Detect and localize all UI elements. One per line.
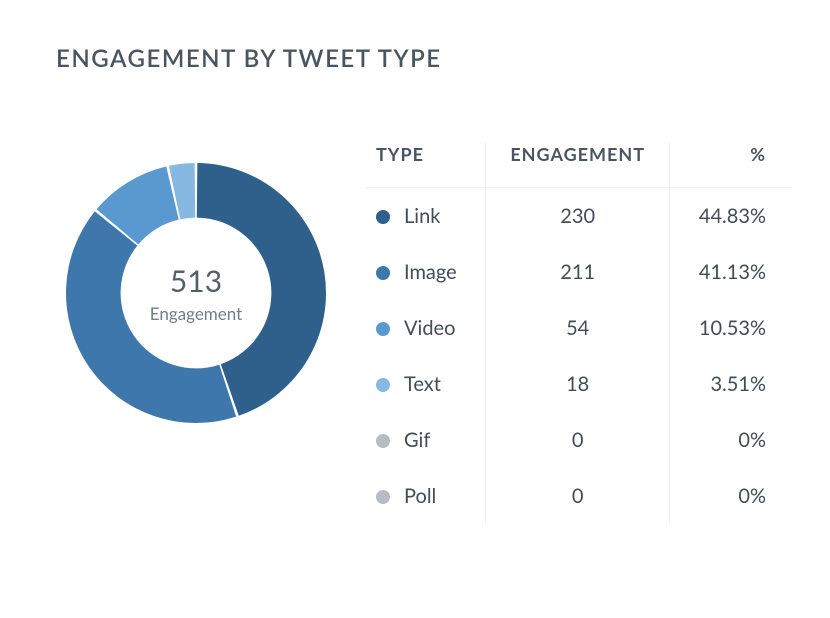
- donut-total-label: Engagement: [150, 303, 242, 324]
- legend-cell-type: Text: [366, 356, 486, 412]
- donut-chart: 513 Engagement: [66, 163, 326, 423]
- legend-row: Link 23044.83%: [366, 188, 790, 245]
- legend-table-wrap: TYPE ENGAGEMENT % Link 23044.83% Image 2114…: [366, 143, 790, 524]
- legend-dot-icon: [376, 378, 390, 392]
- legend-cell-pct: 41.13%: [670, 244, 790, 300]
- legend-row: Image 21141.13%: [366, 244, 790, 300]
- legend-row-label: Gif: [404, 428, 430, 452]
- donut-chart-wrap: 513 Engagement: [56, 163, 336, 423]
- legend-row-label: Image: [404, 260, 457, 284]
- legend-cell-pct: 3.51%: [670, 356, 790, 412]
- card-content: 513 Engagement TYPE ENGAGEMENT % Link 230…: [56, 143, 790, 524]
- legend-cell-engagement: 18: [486, 356, 670, 412]
- legend-cell-type: Poll: [366, 468, 486, 524]
- legend-dot-icon: [376, 322, 390, 336]
- legend-row: Gif 00%: [366, 412, 790, 468]
- engagement-card: ENGAGEMENT BY TWEET TYPE 513 Engagement …: [4, 4, 824, 608]
- legend-cell-type: Image: [366, 244, 486, 300]
- legend-cell-engagement: 230: [486, 188, 670, 245]
- legend-cell-pct: 0%: [670, 412, 790, 468]
- legend-cell-type: Video: [366, 300, 486, 356]
- legend-row: Text 183.51%: [366, 356, 790, 412]
- legend-row-label: Video: [404, 316, 455, 340]
- legend-header-engagement: ENGAGEMENT: [486, 143, 670, 188]
- legend-row: Poll 00%: [366, 468, 790, 524]
- donut-center: 513 Engagement: [66, 163, 326, 423]
- legend-cell-pct: 44.83%: [670, 188, 790, 245]
- legend-row-label: Link: [404, 204, 440, 228]
- legend-row: Video 5410.53%: [366, 300, 790, 356]
- legend-cell-engagement: 0: [486, 468, 670, 524]
- legend-dot-icon: [376, 434, 390, 448]
- card-title: ENGAGEMENT BY TWEET TYPE: [56, 44, 790, 73]
- legend-cell-engagement: 54: [486, 300, 670, 356]
- legend-cell-type: Gif: [366, 412, 486, 468]
- donut-total-value: 513: [170, 263, 222, 299]
- legend-dot-icon: [376, 210, 390, 224]
- legend-row-label: Text: [404, 372, 441, 396]
- legend-table: TYPE ENGAGEMENT % Link 23044.83% Image 2114…: [366, 143, 790, 524]
- legend-header-pct: %: [670, 143, 790, 188]
- legend-cell-pct: 0%: [670, 468, 790, 524]
- legend-cell-type: Link: [366, 188, 486, 245]
- legend-header-type: TYPE: [366, 143, 486, 188]
- legend-cell-engagement: 0: [486, 412, 670, 468]
- legend-cell-pct: 10.53%: [670, 300, 790, 356]
- legend-dot-icon: [376, 266, 390, 280]
- legend-cell-engagement: 211: [486, 244, 670, 300]
- legend-row-label: Poll: [404, 484, 436, 508]
- legend-header-row: TYPE ENGAGEMENT %: [366, 143, 790, 188]
- legend-dot-icon: [376, 490, 390, 504]
